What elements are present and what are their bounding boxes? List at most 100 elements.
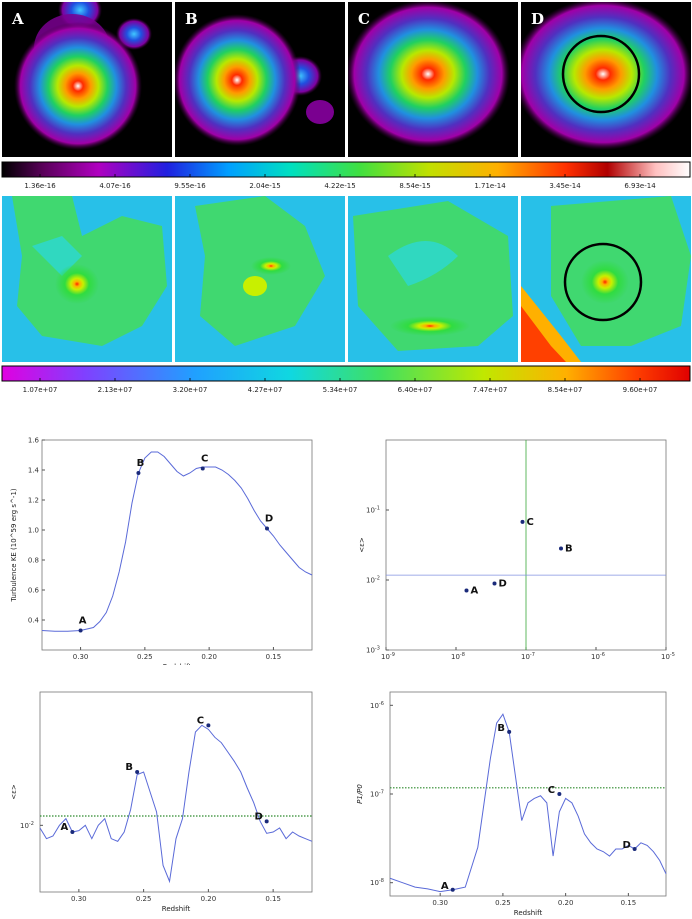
temp-map-b (175, 196, 345, 362)
scatter-ytick-label: 10-3 (366, 646, 380, 655)
epsilon-xlabel: Redshift (162, 905, 191, 913)
temperature-colorbar-tick-label: 6.40e+07 (398, 386, 433, 394)
epsilon-point-b (135, 770, 140, 774)
turbulence-series-line (41, 451, 313, 632)
temperature-colorbar-tick-label: 9.60e+07 (623, 386, 658, 394)
highlight-circle-temp-d (563, 242, 643, 322)
scatter-point-label-a: A (471, 586, 479, 597)
p1p0-xtick-label: 0.25 (495, 899, 511, 907)
scatter-xtick-label: 10-8 (451, 652, 465, 661)
density-colorbar-ramp (1, 161, 691, 178)
p1p0-xtick-label: 0.15 (621, 899, 637, 907)
temp-panel-d (521, 196, 691, 362)
temp-map-a (2, 196, 172, 362)
epsilon-xtick-label: 0.20 (201, 895, 217, 903)
density-colorbar-tick-label: 1.71e-14 (474, 182, 506, 190)
temperature-colorbar-tick-label: 3.20e+07 (173, 386, 208, 394)
density-map-a: A (11, 2, 152, 150)
temperature-colorbar-ramp (1, 365, 691, 382)
turbulence-xtick-label: 0.20 (201, 653, 217, 661)
turbulence-ytick-label: 1.2 (28, 497, 39, 505)
turbulence-ytick-label: 0.6 (28, 587, 40, 595)
turbulence-point-d (265, 526, 269, 531)
density-panel-a: A (2, 2, 172, 157)
density-map-d: D (521, 2, 691, 150)
turbulence-plot-frame (41, 439, 313, 651)
density-panel-b: B (175, 2, 345, 157)
chart-scatter-ratio: 10-9 10-8 10-7 10-6 10-5 10-3 10-2 10-1 P1/P0 <ε>… (358, 439, 675, 665)
epsilon-point-label-b: B (125, 762, 133, 773)
scatter-point-label-c: C (527, 517, 534, 528)
density-colorbar-tick-label: 2.04e-15 (249, 182, 280, 190)
p1p0-point-label-c: C (548, 785, 555, 796)
turbulence-xtick-label: 0.30 (73, 653, 89, 661)
turbulence-point-a (78, 628, 83, 633)
panel-label-c: C (358, 10, 370, 28)
turbulence-point-c (200, 466, 205, 471)
p1p0-point-a (450, 887, 455, 892)
turbulence-point-label-a: A (79, 616, 87, 627)
turbulence-xtick-label: 0.25 (137, 653, 153, 661)
p1p0-series-line (389, 713, 667, 893)
p1p0-plot-frame (389, 691, 667, 897)
turbulence-xlabel: Redshift (163, 663, 192, 665)
density-colorbar-tick-label: 8.54e-15 (399, 182, 430, 190)
density-panel-d: D (521, 2, 691, 157)
scatter-ytick-label: 10-1 (366, 506, 380, 515)
highlight-circle-d (561, 34, 641, 114)
epsilon-point-label-d: D (255, 811, 263, 822)
density-colorbar-tick-label: 9.55e-16 (174, 182, 206, 190)
turbulence-point-b (136, 471, 141, 475)
density-colorbar-tick-label: 4.22e-15 (324, 182, 355, 190)
temp-panel-c (348, 196, 518, 362)
scatter-point-a (464, 588, 469, 593)
chart-epsilon: 0.30 0.25 0.20 0.15 10-2 Redshift <ε> A B C D (10, 691, 313, 913)
scatter-xtick-label: 10-9 (381, 652, 395, 661)
temp-panel-a (2, 196, 172, 362)
scatter-xtick-label: 10-6 (591, 652, 605, 661)
p1p0-point-label-b: B (497, 723, 505, 734)
temperature-colorbar-tick-label: 7.47e+07 (473, 386, 508, 394)
epsilon-point-c (206, 723, 211, 728)
epsilon-xtick-label: 0.15 (265, 895, 281, 903)
scatter-xlabel: P1/P0 (516, 664, 536, 665)
panel-label-d: D (531, 10, 544, 28)
scatter-xtick-label: 10-7 (521, 652, 535, 661)
density-panel-c: C (348, 2, 518, 157)
density-colorbar-tick-label: 3.45e-14 (549, 182, 581, 190)
p1p0-point-c (557, 792, 562, 796)
epsilon-plot-frame (39, 691, 313, 893)
temp-map-c (348, 196, 518, 362)
turbulence-xtick-label: 0.15 (266, 653, 282, 661)
p1p0-xlabel: Redshift (514, 909, 543, 917)
epsilon-xtick-label: 0.25 (136, 895, 152, 903)
p1p0-ylabel: P1/P0 (356, 784, 364, 804)
temp-map-d (521, 196, 691, 362)
epsilon-ytick-label: 10-2 (20, 821, 34, 830)
temperature-colorbar: 1.07e+07 2.13e+07 3.20e+07 4.27e+07 5.34e+07… (1, 365, 691, 394)
epsilon-series-line (39, 724, 313, 884)
turbulence-ytick-label: 1.0 (28, 527, 39, 535)
epsilon-ylabel: <ε> (10, 784, 18, 800)
turbulence-point-label-d: D (265, 514, 273, 525)
p1p0-ytick-label: 10-8 (370, 878, 384, 887)
chart-turbulence: 0.30 0.25 0.20 0.15 0.4 0.6 0.8 1.0 1.2 1.4 1.6 Red… (10, 437, 313, 665)
turbulence-point-label-c: C (201, 454, 208, 465)
epsilon-point-d (264, 819, 269, 824)
scatter-point-b (559, 546, 563, 551)
temperature-colorbar-tick-label: 4.27e+07 (248, 386, 283, 394)
p1p0-xtick-label: 0.20 (558, 899, 574, 907)
turbulence-point-label-b: B (137, 458, 145, 469)
epsilon-point-a (70, 830, 75, 834)
temperature-colorbar-tick-label: 8.54e+07 (548, 386, 583, 394)
scatter-point-d (492, 581, 497, 586)
epsilon-xtick-label: 0.30 (71, 895, 87, 903)
turbulence-ylabel: Turbulence KE (10^59 erg s^-1) (10, 488, 18, 603)
p1p0-xtick-label: 0.30 (432, 899, 448, 907)
density-map-b: B (175, 10, 334, 146)
density-colorbar-tick-label: 4.07e-16 (99, 182, 131, 190)
p1p0-point-b (507, 729, 512, 734)
scatter-point-label-b: B (565, 544, 573, 555)
scatter-xtick-label: 10-5 (661, 652, 675, 661)
panel-label-a: A (11, 10, 24, 28)
